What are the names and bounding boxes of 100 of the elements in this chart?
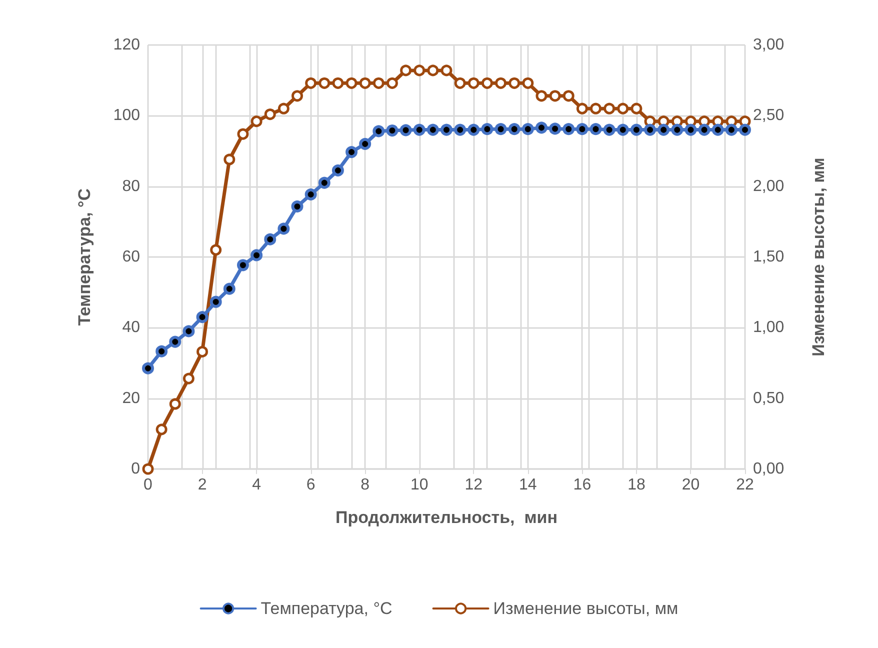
point [616,124,629,136]
point [698,124,710,136]
point [291,200,304,212]
point [223,282,236,295]
point [630,124,642,136]
point [562,90,574,102]
y-tick-label: 60 [122,248,140,266]
point [169,398,181,410]
point [196,311,208,324]
point [332,164,344,176]
point [210,296,222,308]
legend-label: Температура, °С [260,599,392,618]
point [169,336,182,348]
point [590,123,602,136]
x-tick-label: 2 [198,476,207,494]
y2-tick-label: 1,00 [753,319,784,336]
y-tick-label: 80 [122,178,140,195]
y-tick-label: 40 [122,319,140,336]
point [440,64,452,76]
point [617,102,629,114]
point [236,259,249,272]
point [658,124,670,136]
y-axis-title: Температура, °С [75,188,94,326]
point [454,124,466,136]
point [454,77,466,89]
point [278,102,290,114]
point [210,244,222,256]
x-tick-label: 10 [410,476,428,494]
point [264,108,276,120]
x-tick-label: 4 [252,476,262,494]
y2-tick-label: 3,00 [753,36,784,54]
x-tick-label: 16 [573,476,592,494]
point [250,116,262,128]
point [264,233,276,246]
point [671,124,684,136]
point [318,77,330,89]
point [549,122,562,135]
x-tick-label: 8 [360,476,370,494]
point [508,77,520,89]
point [182,325,195,338]
point [372,125,385,138]
x-tick-label: 20 [682,476,700,494]
point [481,123,494,136]
y2-tick-label: 0,50 [753,390,784,407]
point [549,90,561,102]
y-tick-label: 20 [122,390,140,407]
y-tick-label: 120 [113,36,140,54]
point [156,345,168,358]
point [156,424,168,436]
point [305,77,317,89]
point [237,128,249,140]
point [468,77,480,89]
point [576,102,588,114]
point [522,123,534,136]
point [332,77,344,89]
point [468,124,480,136]
point [346,77,358,89]
point [684,124,697,136]
point [400,64,412,76]
point [359,138,372,150]
point [522,77,534,89]
point [725,124,738,136]
point [359,77,371,89]
point [386,77,398,89]
y2-tick-label: 2,00 [753,178,784,195]
point [495,77,507,89]
point [386,124,398,137]
point [426,124,439,136]
x-tick-label: 18 [628,476,646,494]
x-axis-title: Продолжительность, мин [336,508,558,527]
point [603,124,616,136]
y2-axis-title: Изменение высоты, мм [809,158,828,356]
point [413,124,426,136]
point [630,102,642,114]
point [536,90,548,102]
point [292,90,303,102]
point [250,249,263,262]
x-tick-label: 12 [464,476,483,494]
x-tick-label: 22 [736,476,754,494]
point [644,124,656,136]
point [427,64,439,76]
point [224,154,236,166]
legend-label: Изменение высоты, мм [493,599,678,618]
point [481,77,493,89]
point [400,124,412,136]
point [318,176,330,189]
point [590,102,602,114]
point [196,346,208,358]
point [494,123,507,136]
x-tick-label: 0 [144,476,153,494]
y-tick-label: 100 [113,107,140,124]
point [576,123,588,136]
point [562,123,575,136]
point [535,122,548,134]
point [739,124,751,136]
point [142,362,154,374]
point [278,222,290,235]
point [372,77,384,89]
point [440,124,452,136]
y2-tick-label: 2,50 [753,107,784,124]
